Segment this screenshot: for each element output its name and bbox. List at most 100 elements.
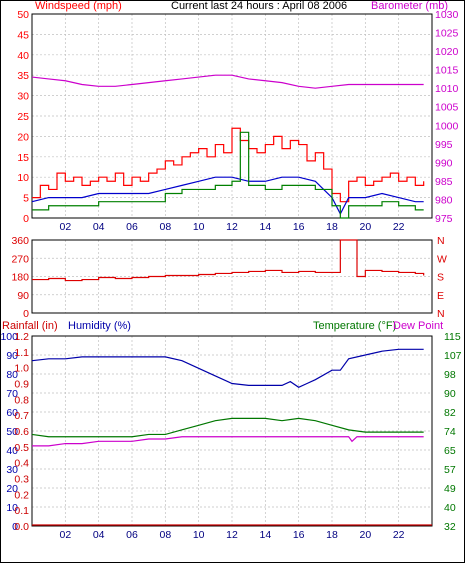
wind-y-tick: 30 [17,91,29,103]
dewpoint-label: Dew Point [393,320,444,332]
wind-y-tick: 15 [17,152,29,164]
wind-y-tick: 45 [17,29,29,41]
wind-y-tick: 20 [17,131,29,143]
humidity-y-tick: 100 [0,331,18,343]
humidity-panel-frame [31,335,433,527]
x-tick-label: 08 [159,529,171,541]
x-tick-label: 04 [93,221,105,233]
humidity-panel-series-1 [31,417,424,438]
barometer-y-tick: 1005 [435,102,459,114]
rain-y-tick: 0.9 [14,379,29,391]
wind-y-tick: 0 [23,213,29,225]
temperature-y-tick: 82 [444,407,456,419]
temperature-label: Temperature (°F) [313,320,397,332]
rain-y-tick: 0.7 [14,410,29,422]
direction-y-tick: 180 [11,272,29,284]
barometer-y-tick: 1015 [435,65,459,77]
wind-y-tick: 10 [17,172,29,184]
humidity-y-tick: 50 [6,426,18,438]
x-tick-label: 06 [126,529,138,541]
wind-y-tick: 25 [17,111,29,123]
temperature-y-tick: 90 [444,388,456,400]
barometer-y-tick: 980 [435,194,453,206]
temperature-y-tick: 32 [444,521,456,533]
windspeed-label: Windspeed (mph) [35,0,122,12]
barometer-y-tick: 1025 [435,28,459,40]
barometer-y-tick: 990 [435,157,453,169]
compass-tick: W [437,253,447,265]
humidity-panel-series-2 [32,436,424,447]
barometer-y-tick: 975 [435,213,453,225]
direction-series-0 [32,239,425,282]
rain-y-tick: 0.3 [14,474,29,486]
x-tick-label: 18 [326,221,338,233]
temperature-y-tick: 74 [444,426,456,438]
wind-y-tick: 35 [17,70,29,82]
humidity-y-tick: 10 [6,502,18,514]
temperature-y-tick: 65 [444,445,456,457]
x-tick-label: 12 [226,221,238,233]
humidity-y-tick: 70 [6,388,18,400]
rain-y-tick: 0.4 [14,458,29,470]
x-tick-label: 18 [326,529,338,541]
rain-y-tick: 0.1 [14,505,29,517]
x-tick-label: 10 [193,529,205,541]
temperature-y-tick: 40 [444,502,456,514]
rain-y-tick: 1.2 [14,331,29,343]
barometer-y-tick: 985 [435,176,453,188]
wind-series-0 [32,127,425,203]
humidity-y-tick: 30 [6,464,18,476]
humidity-panel-series-0 [31,348,424,388]
humidity-y-tick: 90 [6,350,18,362]
rain-y-tick: 0.8 [14,394,29,406]
humidity-y-tick: 60 [6,407,18,419]
chart-title: Current last 24 hours : April 08 2006 [171,0,348,12]
x-tick-label: 20 [359,529,371,541]
barometer-label: Barometer (mb) [371,0,449,12]
rain-y-tick: 0.2 [14,489,29,501]
temperature-y-tick: 98 [444,369,456,381]
compass-tick: N [437,308,445,320]
x-tick-label: 08 [159,221,171,233]
compass-tick: S [437,272,444,284]
temperature-y-tick: 115 [444,331,461,343]
direction-y-tick: 0 [23,308,29,320]
wind-series-2 [32,131,424,219]
compass-tick: E [437,290,444,302]
x-tick-label: 22 [393,221,405,233]
wind-y-tick: 50 [17,9,29,21]
x-tick-label: 14 [259,529,271,541]
x-tick-label: 02 [59,529,71,541]
temperature-y-tick: 107 [444,350,462,362]
x-tick-label: 02 [59,221,71,233]
barometer-y-tick: 995 [435,139,453,151]
compass-tick: N [437,235,445,247]
x-tick-label: 04 [93,529,105,541]
wind-y-tick: 40 [17,50,29,62]
temperature-y-tick: 57 [444,464,456,476]
direction-y-tick: 360 [11,235,29,247]
direction-panel-frame [31,239,433,314]
direction-y-tick: 270 [11,253,29,265]
rain-y-tick: 0.0 [14,521,29,533]
barometer-y-tick: 1000 [435,120,459,132]
barometer-y-tick: 1020 [435,46,459,58]
x-tick-label: 06 [126,221,138,233]
humidity-y-tick: 40 [6,445,18,457]
barometer-y-tick: 1010 [435,83,459,95]
rain-y-tick: 0.5 [14,442,29,454]
wind-series-3 [31,74,424,89]
direction-y-tick: 90 [17,290,29,302]
x-tick-label: 16 [293,529,305,541]
rain-y-tick: 0.6 [14,426,29,438]
rain-y-tick: 1.1 [14,347,29,359]
x-tick-label: 20 [359,221,371,233]
humidity-y-tick: 80 [6,369,18,381]
x-tick-label: 16 [293,221,305,233]
temperature-y-tick: 49 [444,483,456,495]
x-tick-label: 22 [393,529,405,541]
x-tick-label: 12 [226,529,238,541]
humidity-y-tick: 0 [12,521,18,533]
